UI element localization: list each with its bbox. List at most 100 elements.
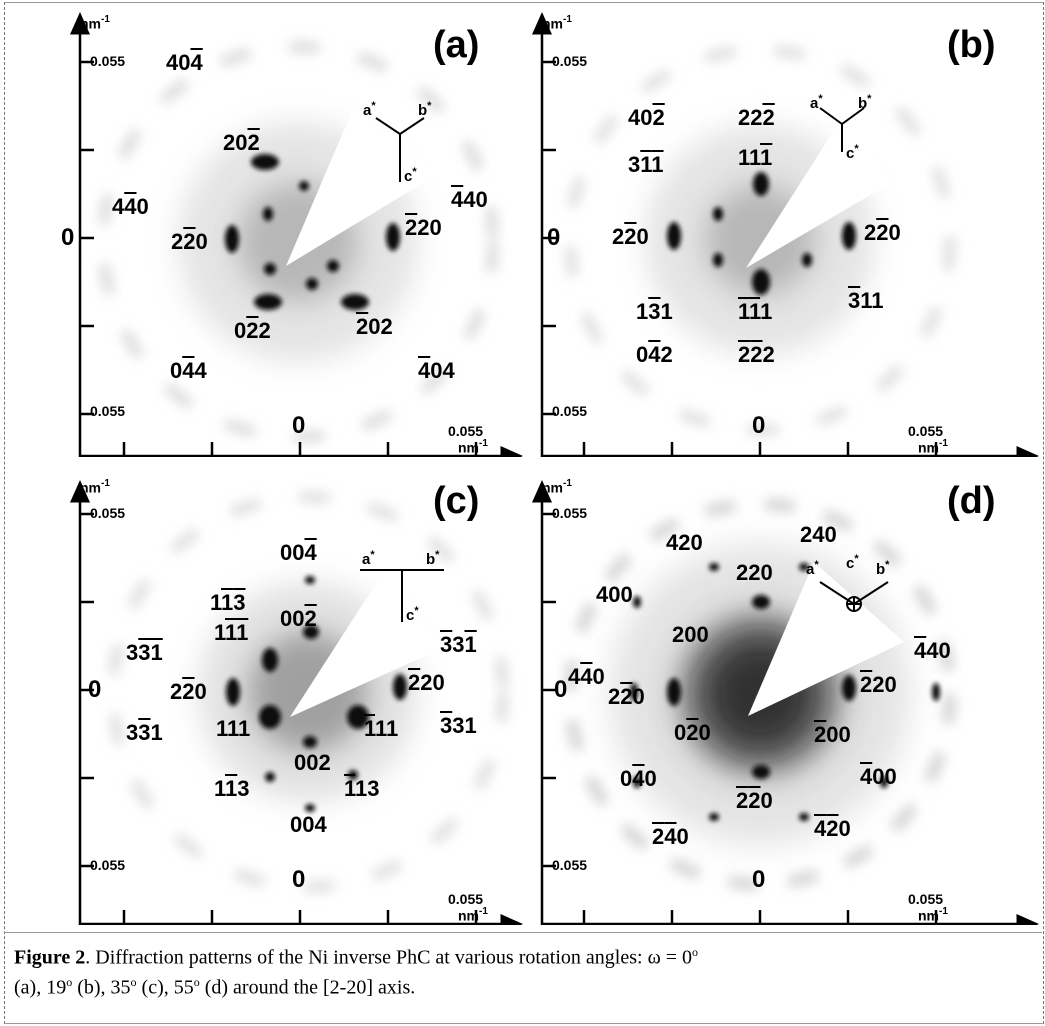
spot-label: 044 bbox=[170, 358, 207, 383]
x-unit-label: nm-1 bbox=[458, 906, 488, 924]
spot-label: 220 bbox=[860, 672, 897, 697]
spot-label: 111 bbox=[214, 620, 249, 645]
panel-a: nm-1 0.055 0.055 0.055 nm-1 0 0 (a) a* b… bbox=[8, 4, 523, 457]
axis-b-star: b* bbox=[876, 559, 890, 578]
caption-divider bbox=[4, 932, 1042, 933]
x-tick-right: 0.055 bbox=[908, 423, 944, 439]
spot-label: 113 bbox=[210, 590, 246, 615]
y-unit-label: nm-1 bbox=[80, 14, 110, 32]
spot-label: 002 bbox=[294, 750, 331, 775]
spot-label: 222 bbox=[738, 105, 775, 130]
spot-label: 440 bbox=[112, 194, 149, 219]
spot-label: 220 bbox=[608, 684, 645, 709]
spot-label: 113 bbox=[344, 776, 380, 801]
spot-label: 111 bbox=[216, 716, 251, 741]
axis-b-star: b* bbox=[418, 100, 432, 119]
zero-bottom: 0 bbox=[292, 412, 306, 439]
spot-label: 404 bbox=[166, 50, 203, 75]
panel-b: nm-1 0.055 0.055 0.055 nm-1 0 0 (b) a* b… bbox=[524, 4, 1039, 457]
spot-label: 331 bbox=[126, 640, 163, 665]
spot-label: 220 bbox=[170, 679, 207, 704]
spot-label: 220 bbox=[736, 788, 773, 813]
y-tick-top: 0.055 bbox=[552, 53, 588, 69]
spot-label: 420 bbox=[666, 530, 703, 555]
figure-caption: Figure 2. Diffraction patterns of the Ni… bbox=[14, 945, 699, 999]
axis-b-star: b* bbox=[426, 549, 440, 568]
spot-label: 022 bbox=[234, 318, 271, 343]
y-tick-top: 0.055 bbox=[90, 505, 126, 521]
y-tick-bottom: 0.055 bbox=[90, 857, 126, 873]
spot-label: 440 bbox=[914, 638, 951, 663]
spot-label: 311 bbox=[628, 152, 664, 177]
diffraction-pattern-b bbox=[532, 12, 1039, 457]
spot-label: 220 bbox=[864, 220, 901, 245]
zero-left: 0 bbox=[88, 676, 102, 703]
x-unit-label: nm-1 bbox=[458, 438, 488, 456]
spot-label: 113 bbox=[214, 776, 250, 801]
spot-label: 002 bbox=[280, 606, 317, 631]
axis-c-star: c* bbox=[404, 166, 417, 185]
spot-label: 042 bbox=[636, 342, 673, 367]
spot-label: 020 bbox=[674, 720, 711, 745]
y-tick-bottom: 0.055 bbox=[90, 403, 126, 419]
zero-left: 0 bbox=[547, 224, 561, 251]
spot-label: 131 bbox=[636, 299, 673, 324]
spot-label: 111 bbox=[738, 299, 773, 324]
axis-a-star: a* bbox=[363, 100, 376, 119]
spot-label: 111 bbox=[364, 716, 399, 741]
axis-c-star: c* bbox=[846, 143, 859, 162]
spot-label: 220 bbox=[612, 224, 649, 249]
diffraction-pattern-c bbox=[70, 480, 523, 925]
panel-label: (d) bbox=[947, 480, 996, 522]
spot-label: 240 bbox=[800, 522, 837, 547]
axis-c-star: c* bbox=[406, 605, 419, 624]
panel-c: nm-1 0.055 0.055 0.055 nm-1 0 0 (c) a* b… bbox=[8, 472, 523, 925]
spot-label: 222 bbox=[738, 342, 775, 367]
x-tick-right: 0.055 bbox=[448, 423, 484, 439]
spot-label: 400 bbox=[860, 764, 897, 789]
spot-label: 200 bbox=[814, 722, 851, 747]
y-tick-top: 0.055 bbox=[90, 53, 126, 69]
zero-left: 0 bbox=[61, 224, 75, 251]
spot-label: 404 bbox=[418, 358, 455, 383]
spot-label: 202 bbox=[223, 130, 260, 155]
spot-label: 220 bbox=[171, 229, 208, 254]
axis-a-star: a* bbox=[810, 93, 823, 112]
y-tick-bottom: 0.055 bbox=[552, 857, 588, 873]
x-tick-right: 0.055 bbox=[448, 891, 484, 907]
x-unit-label: nm-1 bbox=[918, 438, 948, 456]
spot-label: 202 bbox=[356, 314, 393, 339]
zero-bottom: 0 bbox=[292, 866, 306, 893]
y-unit-label: nm-1 bbox=[80, 478, 110, 496]
spot-label: 004 bbox=[280, 540, 317, 565]
spot-label: 311 bbox=[848, 288, 884, 313]
y-unit-label: nm-1 bbox=[542, 14, 572, 32]
axis-a-star: a* bbox=[806, 559, 819, 578]
spot-label: 200 bbox=[672, 622, 709, 647]
spot-label: 220 bbox=[736, 560, 773, 585]
x-tick-right: 0.055 bbox=[908, 891, 944, 907]
figure-frame bbox=[4, 2, 1044, 1024]
spot-label: 440 bbox=[568, 664, 605, 689]
panel-label: (a) bbox=[433, 24, 480, 66]
spot-label: 004 bbox=[290, 812, 327, 837]
axis-b-star: b* bbox=[858, 93, 872, 112]
y-tick-bottom: 0.055 bbox=[552, 403, 588, 419]
panel-d: nm-1 0.055 0.055 0.055 nm-1 0 0 (d) a* c… bbox=[524, 472, 1039, 925]
spot-label: 331 bbox=[440, 713, 477, 738]
zero-left: 0 bbox=[554, 676, 568, 703]
spot-label: 220 bbox=[408, 670, 445, 695]
spot-label: 400 bbox=[596, 582, 633, 607]
diffraction-pattern-a bbox=[70, 12, 523, 457]
spot-label: 240 bbox=[652, 824, 689, 849]
spot-label: 331 bbox=[440, 632, 477, 657]
y-unit-label: nm-1 bbox=[542, 478, 572, 496]
panel-label: (b) bbox=[947, 24, 996, 66]
caption-figure-number: Figure 2 bbox=[14, 946, 86, 969]
spot-label: 111 bbox=[738, 145, 773, 170]
spot-label: 220 bbox=[405, 215, 442, 240]
diffraction-pattern-d bbox=[532, 480, 1039, 925]
x-unit-label: nm-1 bbox=[918, 906, 948, 924]
zero-bottom: 0 bbox=[752, 866, 766, 893]
spot-label: 331 bbox=[126, 720, 163, 745]
